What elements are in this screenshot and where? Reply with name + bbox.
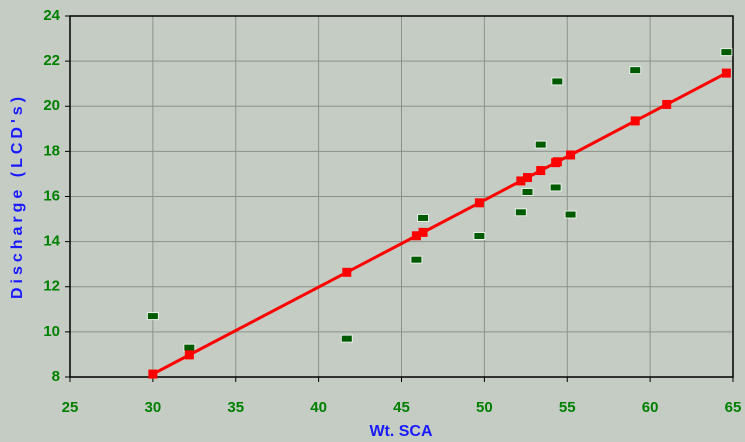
line-marker <box>721 68 731 78</box>
line-marker <box>630 116 640 126</box>
scatter-point <box>551 77 564 86</box>
plot-border <box>69 15 734 378</box>
line-marker <box>536 166 546 176</box>
scatter-point <box>549 183 562 192</box>
scatter-point <box>340 334 353 343</box>
line-marker <box>474 198 484 208</box>
y-tick-label: 14 <box>43 233 60 250</box>
line-marker <box>522 173 532 183</box>
y-tick-label: 12 <box>43 278 60 295</box>
y-tick-label: 24 <box>43 7 60 24</box>
line-marker <box>184 350 194 360</box>
x-tick-label: 60 <box>642 399 659 416</box>
line-marker <box>566 150 576 160</box>
line-marker <box>552 157 562 167</box>
y-tick-label: 22 <box>43 52 60 69</box>
scatter-point <box>514 208 527 217</box>
x-tick-label: 65 <box>725 399 742 416</box>
scatter-point <box>534 140 547 149</box>
fit-line <box>152 71 728 376</box>
x-tick-label: 30 <box>145 399 162 416</box>
scatter-point <box>720 48 733 57</box>
y-tick-label: 20 <box>43 97 60 114</box>
y-tick-label: 16 <box>43 187 60 204</box>
scatter-point <box>146 312 159 321</box>
x-tick-label: 50 <box>476 399 493 416</box>
scatter-point <box>410 255 423 264</box>
scatter-point <box>564 210 577 219</box>
y-tick-label: 10 <box>43 323 60 340</box>
scatter-point <box>417 213 430 222</box>
y-axis-title: Discharge (LCD's) <box>9 93 26 299</box>
y-tick-label: 18 <box>43 142 60 159</box>
line-marker <box>662 99 672 109</box>
line-marker <box>342 267 352 277</box>
line-marker <box>418 227 428 237</box>
x-axis-title: Wt. SCA <box>369 423 433 440</box>
x-tick-label: 40 <box>310 399 327 416</box>
line-marker <box>148 369 158 379</box>
scatter-point <box>183 343 196 352</box>
x-tick-label: 25 <box>62 399 79 416</box>
x-tick-label: 45 <box>393 399 410 416</box>
scatter-point <box>521 187 534 196</box>
x-tick-label: 35 <box>227 399 244 416</box>
y-tick-label: 8 <box>52 368 60 385</box>
x-tick-label: 55 <box>559 399 576 416</box>
line-marker <box>411 231 421 241</box>
scatter-point <box>629 66 642 75</box>
line-marker <box>516 176 526 186</box>
scatter-point <box>473 231 486 240</box>
